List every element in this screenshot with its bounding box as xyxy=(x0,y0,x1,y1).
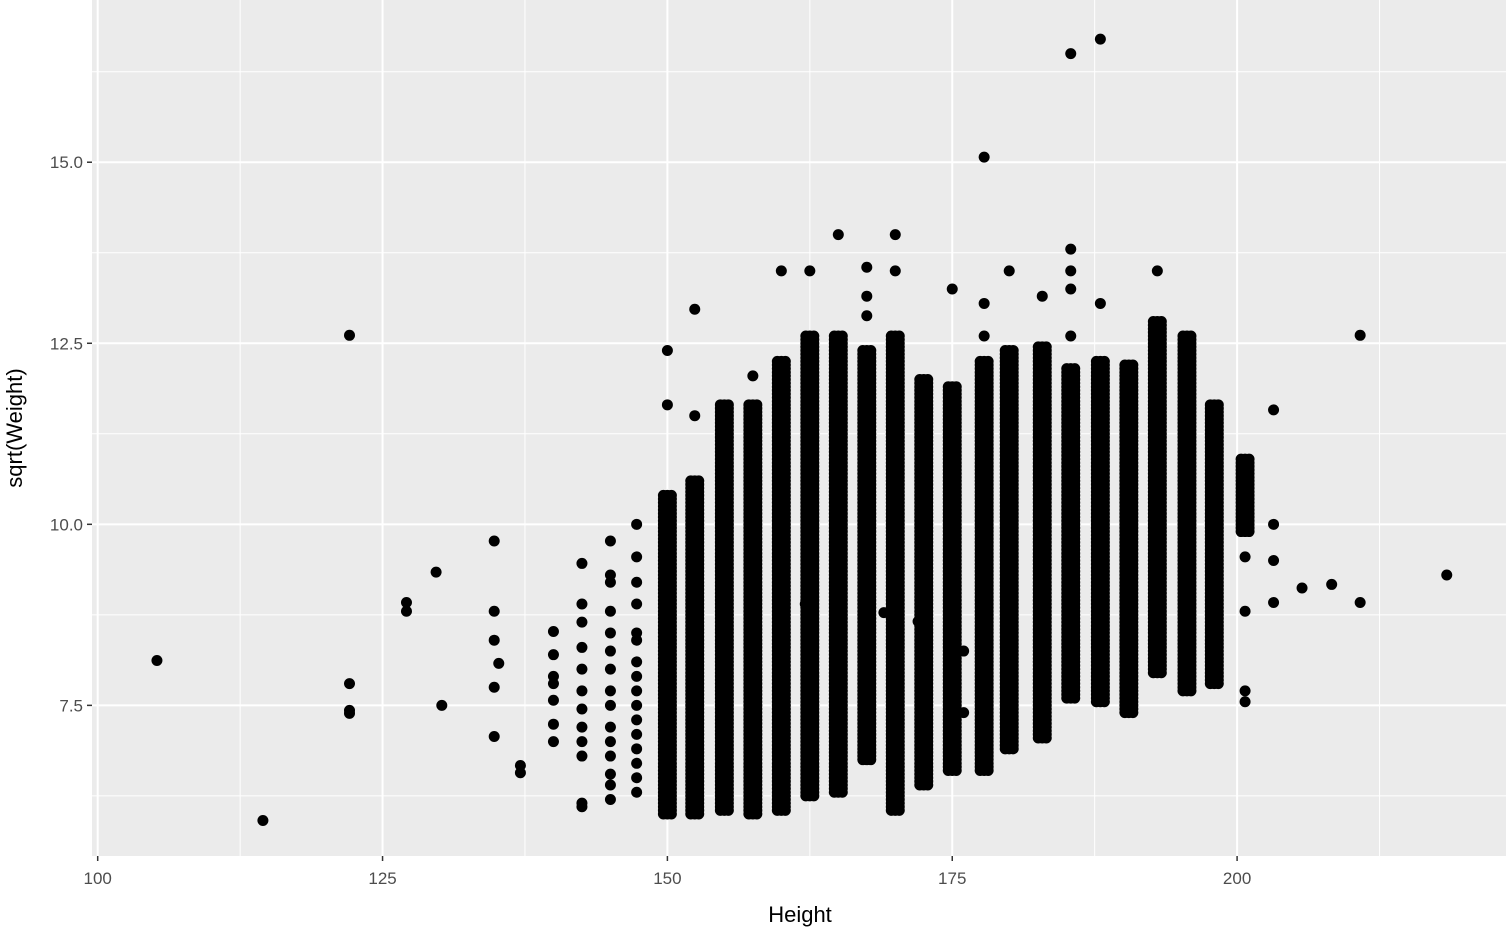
data-point xyxy=(865,345,877,357)
data-point xyxy=(982,355,994,367)
data-point xyxy=(893,330,905,342)
data-point xyxy=(950,381,962,393)
data-point xyxy=(922,373,934,385)
data-points xyxy=(151,33,1453,827)
data-point xyxy=(751,399,763,411)
data-point xyxy=(665,489,677,501)
data-point xyxy=(1040,341,1052,353)
data-point xyxy=(693,475,705,487)
data-point xyxy=(1007,345,1019,357)
data-point xyxy=(808,330,820,342)
data-point xyxy=(836,330,848,342)
data-point xyxy=(779,355,791,367)
plot-panel xyxy=(92,0,1506,856)
data-point xyxy=(722,399,734,411)
